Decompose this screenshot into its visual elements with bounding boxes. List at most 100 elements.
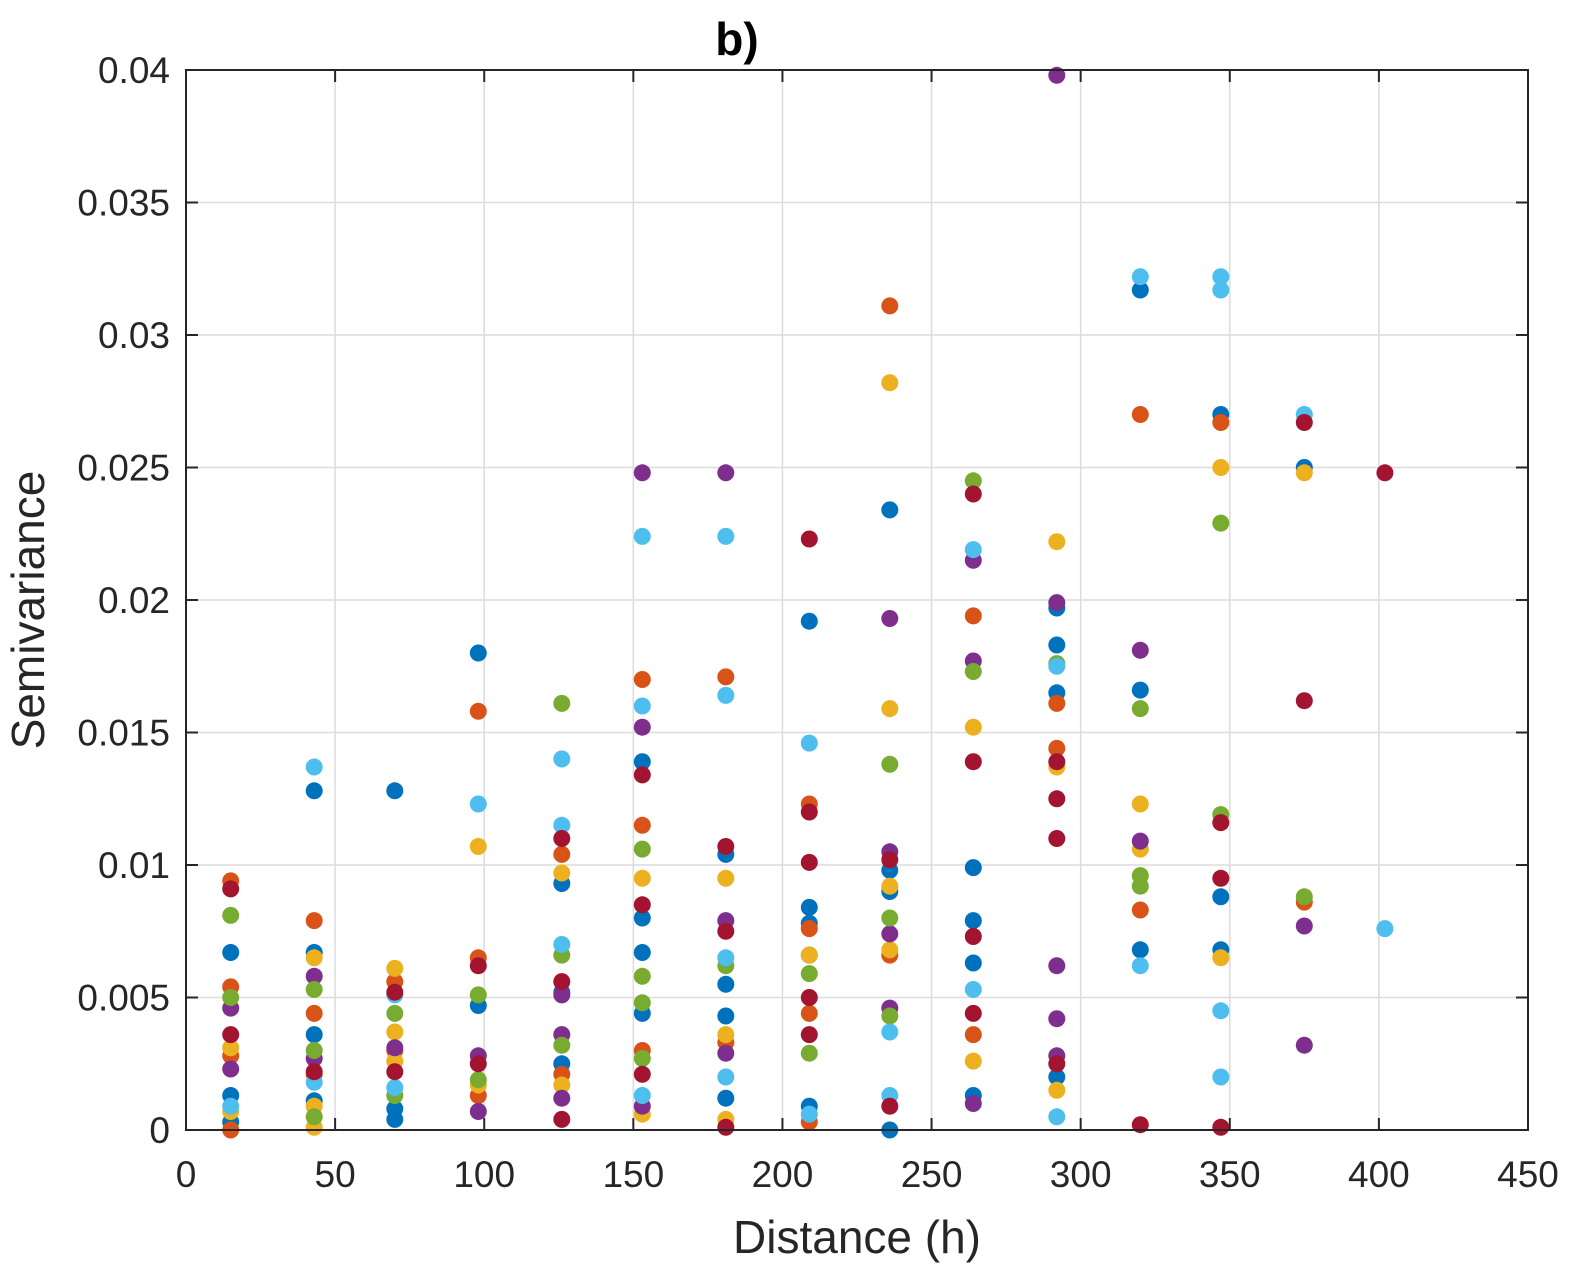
scatter-point [717, 464, 735, 482]
scatter-point [222, 1026, 240, 1044]
x-tick-label: 150 [602, 1154, 664, 1195]
scatter-point [633, 671, 651, 688]
scatter-point [1212, 268, 1230, 286]
scatter-point [881, 1097, 899, 1115]
scatter-point [633, 766, 651, 784]
scatter-point [881, 700, 899, 718]
x-tick-label: 350 [1199, 1154, 1261, 1195]
scatter-point [633, 909, 651, 927]
scatter-point [1212, 1118, 1230, 1136]
x-tick-label: 300 [1050, 1154, 1112, 1195]
y-tick-labels: 0 0.005 0.01 0.015 0.02 0.025 0.03 0.035 0.04 [77, 50, 170, 1151]
scatter-point [1048, 694, 1066, 712]
scatter-point [469, 957, 487, 975]
x-tick-label: 100 [453, 1154, 515, 1195]
scatter-point [881, 851, 899, 869]
scatter-point [1131, 700, 1149, 718]
scatter-point [1048, 790, 1066, 808]
scatter-point [1295, 464, 1313, 482]
scatter-point [469, 795, 487, 813]
scatter-point [386, 782, 404, 800]
scatter-point [964, 912, 982, 930]
scatter-point [717, 869, 735, 887]
scatter-point [1048, 753, 1066, 771]
scatter-point [469, 1103, 487, 1120]
scatter-point [1131, 901, 1149, 919]
scatter-point [633, 840, 651, 858]
scatter-point [964, 1095, 982, 1112]
scatter-series-7 [222, 414, 1394, 1136]
scatter-point [1048, 66, 1066, 84]
scatter-point [717, 922, 735, 940]
scatter-point [553, 936, 571, 953]
scatter-point [469, 838, 487, 855]
scatter-point [1131, 832, 1149, 850]
scatter-point [1295, 888, 1313, 906]
x-tick-label: 200 [752, 1154, 814, 1195]
scatter-point [633, 464, 651, 482]
scatter-point [800, 1044, 818, 1062]
scatter-point [964, 1052, 982, 1070]
scatter-point [1212, 888, 1230, 906]
scatter-point [1212, 281, 1230, 299]
y-tick-label: 0.035 [77, 183, 170, 224]
scatter-point [964, 954, 982, 972]
scatter-point [386, 1110, 404, 1128]
scatter-point [1048, 533, 1066, 551]
x-tick-labels: 0 50 100 150 200 250 300 350 400 450 [176, 1154, 1559, 1195]
scatter-point [964, 718, 982, 736]
scatter-point [633, 896, 651, 914]
data-points [222, 66, 1394, 1139]
x-tick-label: 450 [1497, 1154, 1559, 1195]
y-axis-title: Semivariance [2, 471, 54, 750]
scatter-point [305, 1108, 323, 1126]
scatter-point [1131, 268, 1149, 286]
x-axis-title: Distance (h) [733, 1211, 981, 1263]
scatter-point [800, 1026, 818, 1044]
scatter-point [386, 1063, 404, 1081]
scatter-point [800, 853, 818, 871]
scatter-point [305, 1063, 323, 1081]
scatter-point [633, 697, 651, 715]
scatter-point [305, 782, 323, 800]
scatter-point [800, 803, 818, 821]
scatter-point [800, 965, 818, 983]
scatter-point [469, 702, 487, 720]
x-tick-label: 400 [1348, 1154, 1410, 1195]
y-tick-label: 0.02 [98, 580, 170, 621]
scatter-point [469, 1055, 487, 1073]
scatter-point [553, 986, 571, 1004]
scatter-point [1376, 920, 1394, 938]
scatter-point [553, 694, 571, 712]
scatter-point [553, 1076, 571, 1094]
scatter-point [717, 1026, 735, 1044]
scatter-point [633, 527, 651, 545]
scatter-point [1131, 1116, 1149, 1134]
scatter-point [1048, 657, 1066, 675]
scatter-point [1048, 957, 1066, 975]
scatter-point [800, 946, 818, 964]
scatter-point [881, 297, 899, 315]
scatter-point [305, 981, 323, 998]
scatter-point [881, 909, 899, 927]
scatter-point [633, 1050, 651, 1067]
scatter-point [800, 1004, 818, 1022]
scatter-point [1048, 594, 1066, 612]
scatter-point [717, 1089, 735, 1107]
scatter-point [469, 1071, 487, 1089]
scatter-point [881, 501, 899, 519]
scatter-point [469, 986, 487, 1004]
scatter-point [964, 753, 982, 771]
scatter-point [386, 1079, 404, 1097]
scatter-point [1295, 692, 1313, 710]
scatter-point [386, 1004, 404, 1022]
scatter-point [717, 949, 735, 967]
scatter-point [881, 941, 899, 959]
scatter-point [1131, 957, 1149, 975]
scatter-point [1048, 1055, 1066, 1073]
scatter-point [305, 1026, 323, 1044]
scatter-point [1212, 1068, 1230, 1086]
scatter-point [964, 472, 982, 490]
scatter-point [222, 1097, 240, 1115]
scatter-series-3 [222, 374, 1313, 1136]
